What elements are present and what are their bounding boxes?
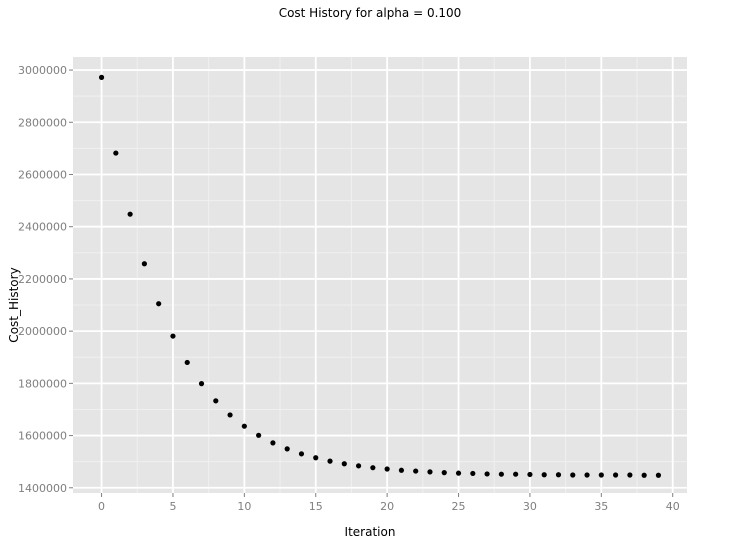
data-point	[527, 471, 533, 478]
x-tick-label: 40	[666, 500, 680, 513]
y-tick-label: 2600000	[18, 168, 67, 181]
data-point	[355, 463, 362, 469]
data-point	[441, 470, 447, 476]
data-point	[184, 359, 190, 366]
data-point	[270, 440, 276, 446]
data-point	[398, 467, 405, 473]
data-point	[541, 472, 547, 478]
data-point	[598, 472, 604, 478]
data-point	[627, 472, 633, 478]
x-axis-ticks: 0 5 10 15 20 25 30 35 40	[98, 493, 680, 513]
y-tick-label: 1800000	[18, 377, 67, 390]
data-point	[470, 470, 476, 477]
data-point	[298, 451, 305, 457]
data-point	[113, 150, 119, 156]
data-point	[570, 472, 576, 478]
chart-title: Cost History for alpha = 0.100	[279, 6, 462, 20]
data-point	[384, 466, 390, 472]
data-point	[555, 472, 562, 478]
data-point	[198, 381, 205, 387]
data-point	[513, 471, 519, 477]
data-point	[284, 446, 290, 452]
data-point	[313, 455, 319, 461]
data-point	[227, 412, 233, 418]
data-point	[156, 301, 162, 307]
data-point	[655, 472, 662, 478]
data-point	[213, 398, 219, 404]
data-point	[256, 432, 262, 438]
data-point	[370, 465, 376, 471]
x-tick-label: 0	[98, 500, 105, 513]
data-point	[427, 469, 433, 475]
data-point	[327, 458, 333, 464]
x-tick-label: 30	[523, 500, 537, 513]
data-point	[641, 472, 647, 478]
plot-panel	[73, 57, 687, 493]
y-tick-label: 2200000	[18, 273, 67, 286]
data-point	[484, 471, 490, 477]
data-point	[170, 333, 176, 339]
data-point	[498, 471, 504, 477]
y-tick-label: 2400000	[18, 221, 67, 234]
data-points	[98, 74, 662, 478]
data-point	[613, 472, 619, 478]
minor-grid	[73, 57, 687, 493]
data-point	[127, 211, 133, 217]
y-tick-label: 3000000	[18, 64, 67, 77]
x-tick-label: 35	[594, 500, 608, 513]
x-axis-label: Iteration	[345, 525, 396, 539]
data-point	[241, 423, 247, 429]
x-tick-label: 15	[309, 500, 323, 513]
data-point	[141, 261, 147, 267]
major-grid	[73, 57, 687, 493]
y-tick-label: 2000000	[18, 325, 67, 338]
x-tick-label: 25	[452, 500, 466, 513]
y-tick-label: 1600000	[18, 430, 67, 443]
data-point	[413, 468, 419, 474]
data-point	[341, 461, 347, 467]
data-point	[584, 472, 590, 478]
y-axis-ticks: 1400000 1600000 1800000 2000000 2200000 24000…	[18, 64, 73, 495]
x-tick-label: 20	[380, 500, 394, 513]
x-tick-label: 10	[237, 500, 251, 513]
y-axis-label: Cost_History	[7, 267, 21, 342]
y-tick-label: 2800000	[18, 116, 67, 129]
x-tick-label: 5	[169, 500, 176, 513]
data-point	[98, 74, 105, 80]
y-tick-label: 1400000	[18, 482, 67, 495]
data-point	[455, 470, 462, 476]
